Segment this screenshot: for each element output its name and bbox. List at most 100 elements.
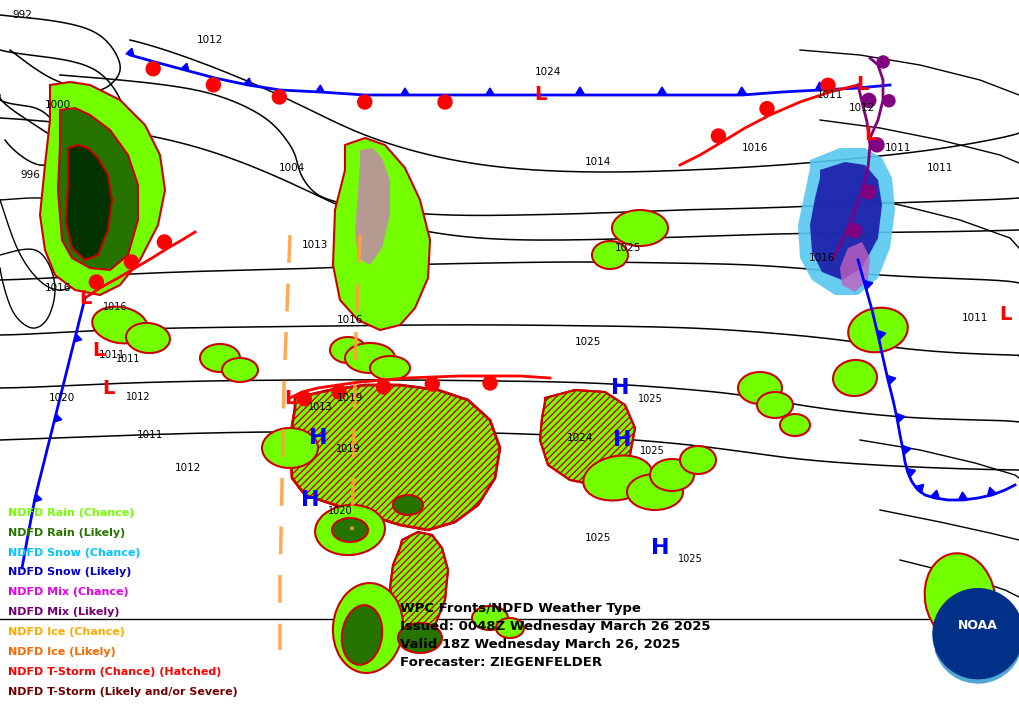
Polygon shape <box>815 82 824 90</box>
Polygon shape <box>181 63 190 71</box>
Text: 1020: 1020 <box>49 393 75 403</box>
Text: 1016: 1016 <box>337 315 363 325</box>
Text: 1011: 1011 <box>962 313 988 323</box>
Text: 1019: 1019 <box>336 444 361 454</box>
Text: 1025: 1025 <box>638 394 662 404</box>
Text: 1011: 1011 <box>116 354 141 364</box>
Text: Issued: 0048Z Wednesday March 26 2025: Issued: 0048Z Wednesday March 26 2025 <box>400 619 710 633</box>
Ellipse shape <box>757 392 793 418</box>
Text: 1019: 1019 <box>337 393 363 403</box>
Ellipse shape <box>345 343 395 373</box>
Text: 996: 996 <box>20 170 40 180</box>
Text: WPC Fronts/NDFD Weather Type: WPC Fronts/NDFD Weather Type <box>400 602 641 614</box>
Circle shape <box>124 255 139 269</box>
Text: 1012: 1012 <box>849 103 875 113</box>
Text: 1004: 1004 <box>279 163 305 173</box>
Text: 1011: 1011 <box>99 350 125 360</box>
Circle shape <box>207 78 220 92</box>
Polygon shape <box>930 490 940 499</box>
Ellipse shape <box>262 428 318 468</box>
Text: L: L <box>102 379 114 397</box>
Ellipse shape <box>315 505 385 555</box>
Polygon shape <box>902 445 911 455</box>
Text: 1020: 1020 <box>328 506 353 516</box>
Text: 1024: 1024 <box>535 67 561 77</box>
Text: NDFD T-Storm (Likely and/or Severe): NDFD T-Storm (Likely and/or Severe) <box>8 687 237 697</box>
Text: L: L <box>284 389 297 407</box>
Text: NDFD Rain (Likely): NDFD Rain (Likely) <box>8 528 125 538</box>
Text: NDFD Snow (Likely): NDFD Snow (Likely) <box>8 567 131 577</box>
Ellipse shape <box>738 372 782 404</box>
Polygon shape <box>126 48 135 56</box>
Circle shape <box>146 62 160 75</box>
Ellipse shape <box>680 446 716 474</box>
Polygon shape <box>540 390 635 485</box>
Ellipse shape <box>780 414 810 436</box>
Text: 1013: 1013 <box>308 402 332 412</box>
Polygon shape <box>390 532 448 638</box>
Text: 1012: 1012 <box>126 392 151 402</box>
Polygon shape <box>915 484 923 493</box>
Text: L: L <box>78 288 91 308</box>
Ellipse shape <box>330 337 366 363</box>
Circle shape <box>862 185 875 199</box>
Polygon shape <box>333 138 430 330</box>
Ellipse shape <box>612 210 668 246</box>
Text: NOAA: NOAA <box>958 619 998 632</box>
Ellipse shape <box>583 456 653 501</box>
Ellipse shape <box>924 553 996 643</box>
Ellipse shape <box>472 606 508 630</box>
Text: 1014: 1014 <box>585 157 611 167</box>
Polygon shape <box>34 494 42 502</box>
Polygon shape <box>58 108 138 270</box>
Text: 1012: 1012 <box>197 35 223 45</box>
Text: Valid 18Z Wednesday March 26, 2025: Valid 18Z Wednesday March 26, 2025 <box>400 638 681 651</box>
Ellipse shape <box>341 605 382 665</box>
Text: 1025: 1025 <box>678 554 703 564</box>
Polygon shape <box>244 78 252 85</box>
Text: 1012: 1012 <box>175 463 201 473</box>
Polygon shape <box>840 242 870 292</box>
Circle shape <box>377 380 390 394</box>
Polygon shape <box>74 334 82 342</box>
Text: 1016: 1016 <box>742 143 768 153</box>
Text: 1013: 1013 <box>302 240 328 250</box>
Ellipse shape <box>332 518 368 542</box>
Polygon shape <box>896 413 905 423</box>
Circle shape <box>760 102 774 115</box>
Circle shape <box>425 377 439 391</box>
Text: 1011: 1011 <box>137 430 163 440</box>
Text: NDFD Ice (Likely): NDFD Ice (Likely) <box>8 647 116 657</box>
Circle shape <box>821 78 835 93</box>
Ellipse shape <box>496 618 524 638</box>
Text: H: H <box>301 490 319 510</box>
Circle shape <box>862 93 875 108</box>
Polygon shape <box>575 87 585 95</box>
Polygon shape <box>316 85 324 93</box>
Ellipse shape <box>393 495 423 515</box>
Text: 1011: 1011 <box>884 143 911 153</box>
Circle shape <box>332 385 346 399</box>
Polygon shape <box>877 330 886 340</box>
Polygon shape <box>657 87 666 95</box>
Text: H: H <box>612 430 631 450</box>
Ellipse shape <box>222 358 258 382</box>
Ellipse shape <box>398 623 442 653</box>
Text: NDFD Snow (Chance): NDFD Snow (Chance) <box>8 548 141 557</box>
Text: H: H <box>651 538 669 558</box>
Polygon shape <box>40 82 165 295</box>
Polygon shape <box>54 414 62 422</box>
Circle shape <box>483 376 497 390</box>
Text: 1025: 1025 <box>640 446 664 456</box>
Ellipse shape <box>627 474 683 510</box>
Circle shape <box>438 95 452 109</box>
Text: L: L <box>534 85 546 105</box>
Text: 1024: 1024 <box>567 433 593 443</box>
Circle shape <box>298 392 312 406</box>
Circle shape <box>848 224 861 238</box>
Text: L: L <box>92 340 104 360</box>
Circle shape <box>90 275 103 289</box>
Polygon shape <box>987 487 997 496</box>
Circle shape <box>711 129 726 143</box>
Wedge shape <box>934 639 1019 684</box>
